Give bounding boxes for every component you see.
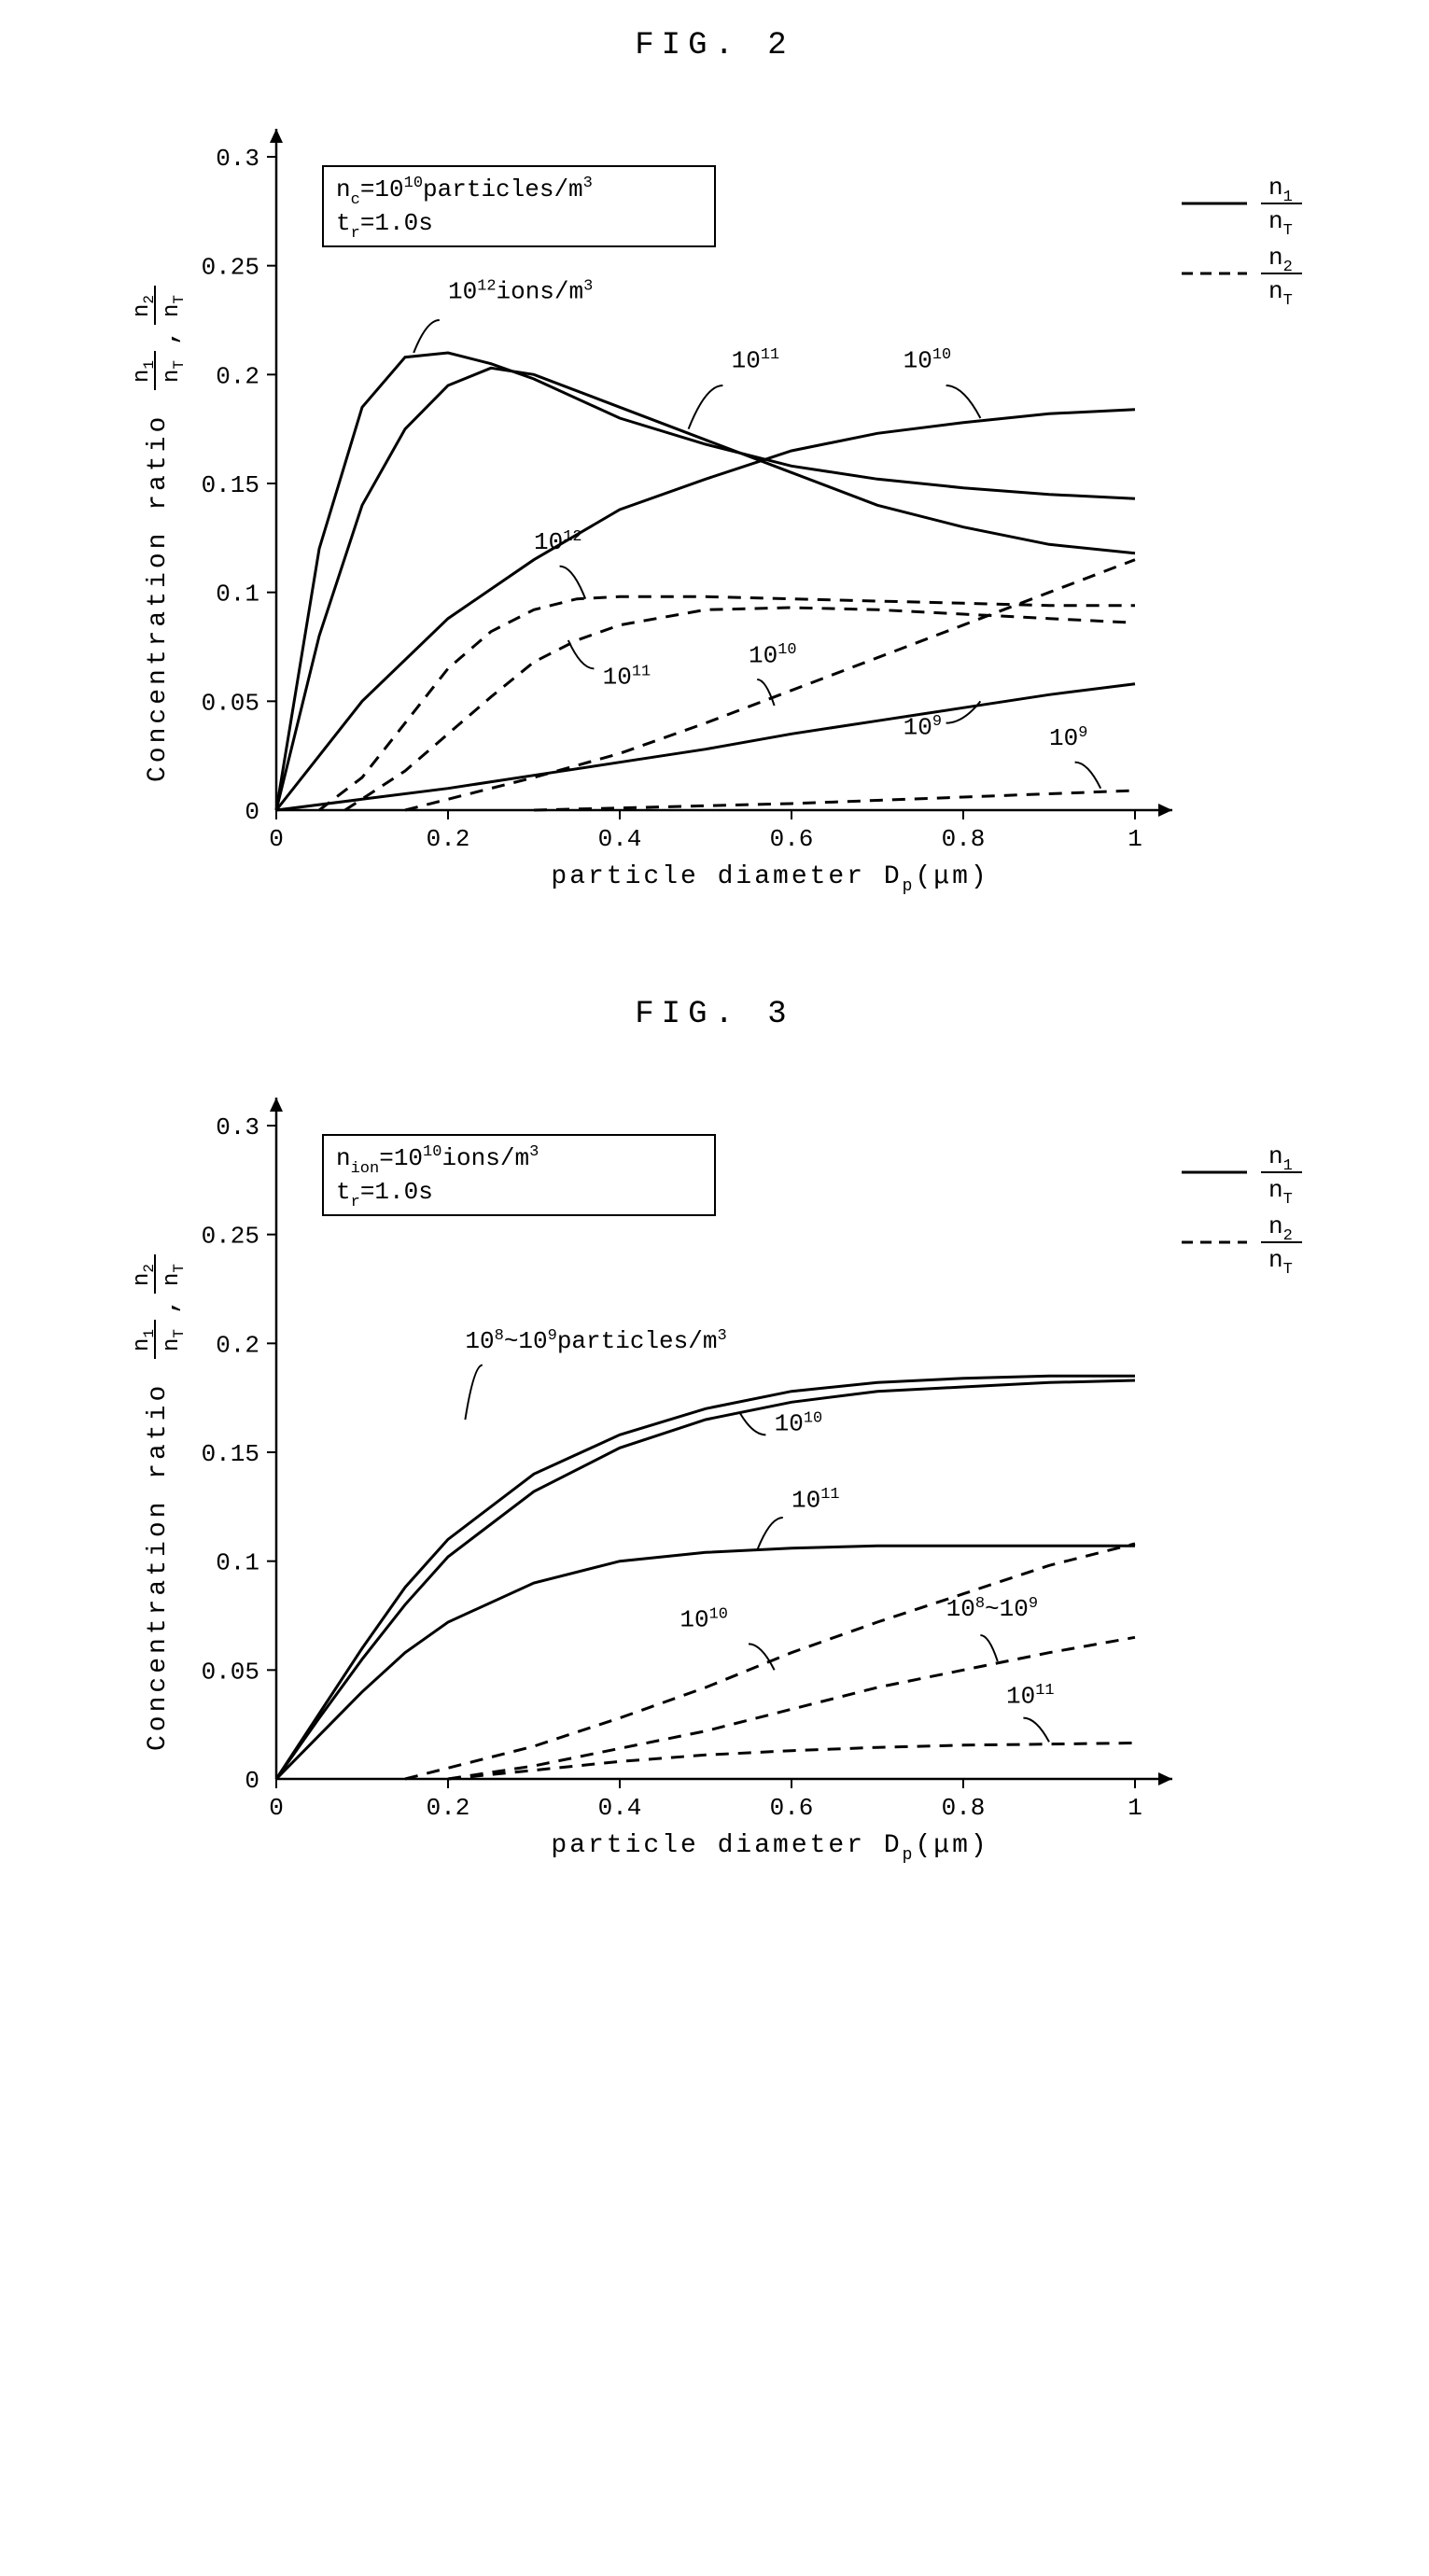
figure-3: FIG. 3 00.20.40.60.810.050.10.150.20.250… bbox=[28, 997, 1401, 1910]
svg-text:108~109: 108~109 bbox=[946, 1595, 1037, 1623]
svg-text:0: 0 bbox=[269, 825, 284, 853]
svg-text:0.1: 0.1 bbox=[216, 1549, 259, 1577]
svg-text:nion=1010ions/m3: nion=1010ions/m3 bbox=[336, 1143, 539, 1178]
svg-text:1010: 1010 bbox=[679, 1606, 728, 1634]
svg-text:particle diameter Dp(μm): particle diameter Dp(μm) bbox=[551, 1831, 988, 1865]
svg-text:nT: nT bbox=[1268, 1176, 1293, 1209]
svg-text:0.2: 0.2 bbox=[216, 362, 259, 390]
svg-text:0.3: 0.3 bbox=[216, 1113, 259, 1141]
svg-text:nT: nT bbox=[160, 1264, 188, 1286]
svg-text:0.2: 0.2 bbox=[216, 1331, 259, 1359]
svg-text:n2: n2 bbox=[1268, 1212, 1293, 1245]
svg-text:Concentration ratio: Concentration ratio bbox=[144, 413, 173, 782]
svg-text:109: 109 bbox=[1049, 724, 1087, 752]
svg-text:0.8: 0.8 bbox=[941, 825, 985, 853]
svg-text:0.25: 0.25 bbox=[201, 1223, 259, 1251]
svg-text:nT: nT bbox=[160, 360, 188, 383]
svg-text:,: , bbox=[155, 1298, 184, 1314]
svg-text:0.05: 0.05 bbox=[201, 689, 259, 717]
svg-text:tr=1.0s: tr=1.0s bbox=[336, 1178, 433, 1211]
fig3-title: FIG. 3 bbox=[28, 997, 1401, 1032]
svg-text:Concentration ratio: Concentration ratio bbox=[144, 1382, 173, 1751]
svg-text:n1: n1 bbox=[1268, 1142, 1293, 1175]
svg-text:1010: 1010 bbox=[749, 641, 797, 669]
svg-text:1: 1 bbox=[1128, 825, 1142, 853]
svg-text:0.1: 0.1 bbox=[216, 581, 259, 609]
svg-text:0.2: 0.2 bbox=[426, 825, 469, 853]
svg-text:0.15: 0.15 bbox=[201, 471, 259, 499]
svg-text:0: 0 bbox=[245, 1767, 259, 1795]
svg-text:1011: 1011 bbox=[731, 346, 779, 374]
svg-text:0.4: 0.4 bbox=[597, 1794, 641, 1822]
svg-text:0.2: 0.2 bbox=[426, 1794, 469, 1822]
svg-text:0.6: 0.6 bbox=[769, 1794, 813, 1822]
svg-text:0.3: 0.3 bbox=[216, 145, 259, 173]
fig2-plot-svg: 0 0.2 0.4 0.6 0.8 1 0.05 0.1 0.15 0.2 0.25 0.3 0 Conc… bbox=[108, 82, 1322, 941]
svg-text:0.25: 0.25 bbox=[201, 254, 259, 282]
fig2-title: FIG. 2 bbox=[28, 28, 1401, 63]
svg-text:1012: 1012 bbox=[534, 528, 582, 556]
svg-text:1011: 1011 bbox=[602, 664, 651, 692]
svg-text:1011: 1011 bbox=[1006, 1682, 1055, 1710]
svg-text:nT: nT bbox=[1268, 1246, 1293, 1279]
svg-text:nc=1010particles/m3: nc=1010particles/m3 bbox=[336, 175, 593, 209]
svg-text:108~109particles/m3: 108~109particles/m3 bbox=[465, 1327, 726, 1355]
svg-text:1012ions/m3: 1012ions/m3 bbox=[448, 278, 593, 306]
svg-text:nT: nT bbox=[1268, 277, 1293, 310]
svg-text:1010: 1010 bbox=[903, 346, 951, 374]
svg-text:n1: n1 bbox=[130, 1329, 158, 1351]
svg-text:0.05: 0.05 bbox=[201, 1658, 259, 1686]
svg-text:nT: nT bbox=[1268, 207, 1293, 240]
svg-text:1010: 1010 bbox=[774, 1410, 822, 1438]
svg-text:0.4: 0.4 bbox=[597, 825, 641, 853]
svg-text:n1: n1 bbox=[130, 360, 158, 383]
svg-text:n2: n2 bbox=[1268, 244, 1293, 276]
svg-text:n2: n2 bbox=[130, 1264, 158, 1286]
svg-text:n1: n1 bbox=[1268, 174, 1293, 206]
svg-text:0: 0 bbox=[245, 798, 259, 826]
svg-text:n2: n2 bbox=[130, 295, 158, 317]
svg-text:0.15: 0.15 bbox=[201, 1440, 259, 1468]
svg-text:nT: nT bbox=[160, 295, 188, 317]
svg-text:0.6: 0.6 bbox=[769, 825, 813, 853]
svg-text:particle diameter Dp(μm): particle diameter Dp(μm) bbox=[551, 862, 988, 896]
svg-text:,: , bbox=[155, 329, 184, 345]
svg-text:nT: nT bbox=[160, 1329, 188, 1351]
figure-2: FIG. 2 00.20.40.60.810.050.10.150.20.250… bbox=[28, 28, 1401, 941]
svg-text:1: 1 bbox=[1128, 1794, 1142, 1822]
svg-text:1011: 1011 bbox=[792, 1486, 840, 1514]
svg-text:tr=1.0s: tr=1.0s bbox=[336, 209, 433, 243]
svg-text:0.8: 0.8 bbox=[941, 1794, 985, 1822]
svg-text:109: 109 bbox=[903, 713, 941, 741]
fig3-plot-svg: 0 0.2 0.4 0.6 0.8 1 0.05 0.1 0.15 0.2 0.25 0.3 0 Conc… bbox=[108, 1051, 1322, 1910]
svg-text:0: 0 bbox=[269, 1794, 284, 1822]
